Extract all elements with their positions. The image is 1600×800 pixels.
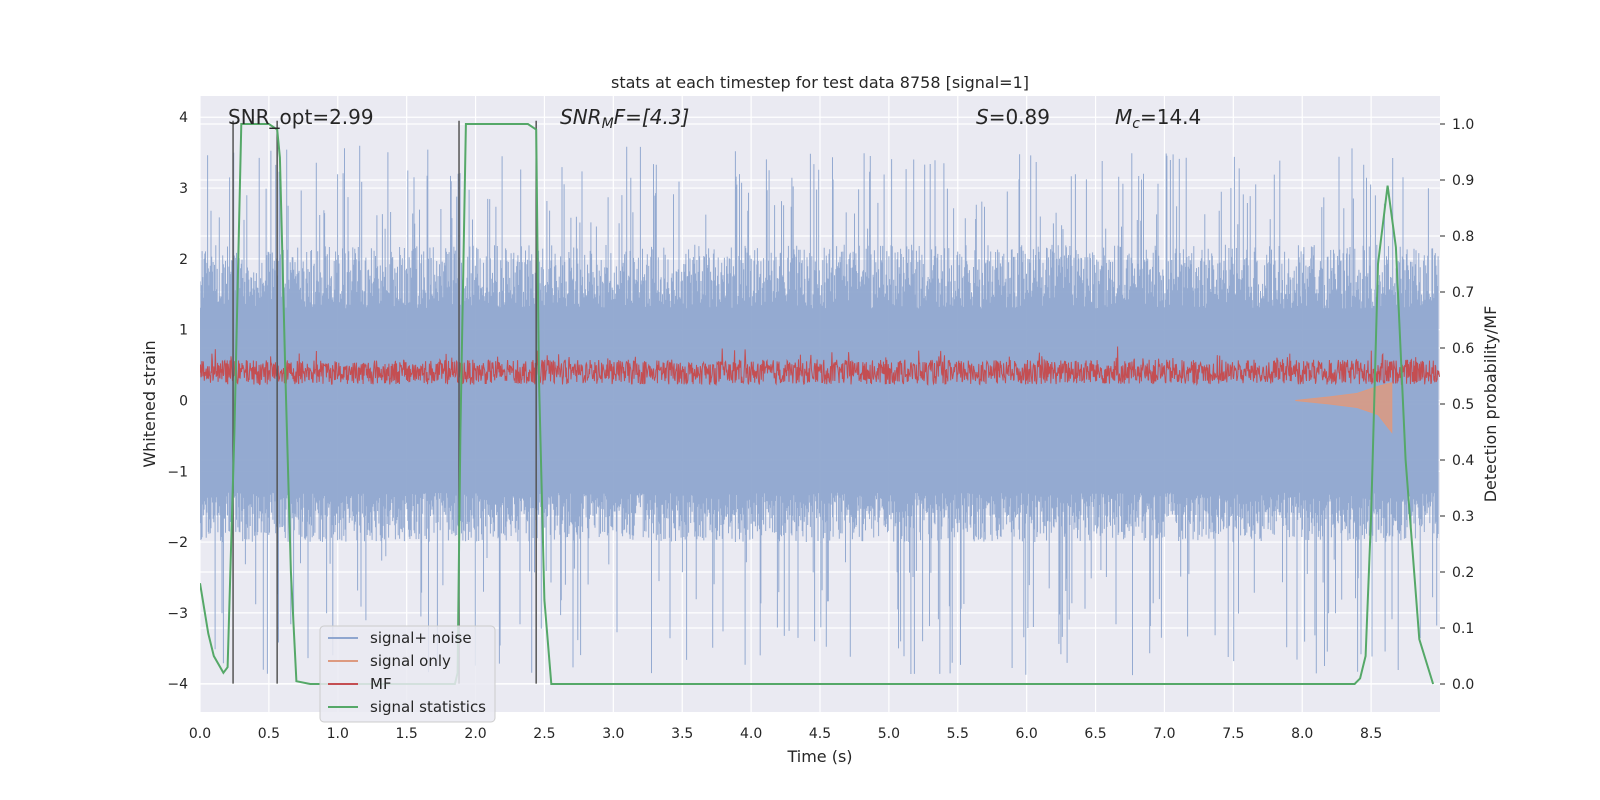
y-left-tick-label: 4 [179,110,188,126]
y-left-tick-label: −4 [167,677,188,693]
chart-title: stats at each timestep for test data 875… [611,73,1029,92]
y-axis-label-right: Detection probability/MF [1481,306,1500,503]
y-left-tick-label: 1 [179,323,188,339]
snr-mf-symbol: SNR [560,105,602,129]
s-value: =0.89 [989,105,1050,129]
x-tick-label: 8.5 [1360,726,1382,742]
legend-label-signal-statistics: signal statistics [370,698,486,716]
x-tick-label: 5.0 [878,726,900,742]
legend-label-signal-noise: signal+ noise [370,629,472,647]
legend-box [319,625,496,723]
annotation-mc: Mc=14.4 [1115,105,1201,132]
y-right-tick-label: 0.8 [1452,229,1474,245]
legend: signal+ noise signal only MF signal stat… [319,625,496,723]
y-right-tick-label: 1.0 [1452,117,1474,133]
x-tick-label: 7.5 [1222,726,1244,742]
y-right-tick-label: 0.9 [1452,173,1474,189]
y-left-tick-label: −1 [167,464,188,480]
mc-value: =14.4 [1140,105,1201,129]
snr-mf-subscript: M [602,116,614,132]
y-right-tick-label: 0.7 [1452,285,1474,301]
x-tick-label: 6.5 [1084,726,1106,742]
s-symbol: S [976,105,989,129]
x-tick-label: 6.0 [1016,726,1038,742]
signal-only-series [1295,382,1393,434]
mc-subscript: c [1132,116,1140,132]
y-right-tick-label: 0.5 [1452,397,1474,413]
x-tick-label: 2.0 [464,726,486,742]
annotation-snr-mf: SNRMF=[4.3] [560,105,689,132]
legend-label-signal-only: signal only [370,652,451,670]
x-tick-label: 8.0 [1291,726,1313,742]
y-right-tick-label: 0.4 [1452,453,1474,469]
y-right-tick-label: 0.1 [1452,621,1474,637]
y-right-tick-label: 0.6 [1452,341,1474,357]
y-left-tick-label: 3 [179,181,188,197]
x-axis-label: Time (s) [786,747,852,766]
x-tick-label: 3.5 [671,726,693,742]
y-right-tick-label: 0.3 [1452,509,1474,525]
annotation-s: S=0.89 [976,105,1050,129]
y-left-tick-label: −2 [167,535,188,551]
y-right-tick-labels: 1.0 0.9 0.8 0.7 0.6 0.5 0.4 0.3 0.2 0.1 0.0 [1440,117,1474,693]
x-tick-label: 4.0 [740,726,762,742]
signal-statistics-series [200,123,1435,685]
x-tick-label: 0.5 [258,726,280,742]
annotation-snr-opt: SNR_opt=2.99 [228,105,374,129]
legend-label-mf: MF [370,675,392,693]
y-left-tick-label: 2 [179,252,188,268]
y-left-tick-label: 0 [179,393,188,409]
x-tick-labels: 0.0 0.5 1.0 1.5 2.0 2.5 3.0 3.5 4.0 4.5 5.0 5.5 6.0 6… [189,726,1382,742]
y-left-tick-label: −3 [167,606,188,622]
y-right-tick-label: 0.0 [1452,677,1474,693]
y-right-tick-label: 0.2 [1452,565,1474,581]
snr-mf-value: F=[4.3] [614,105,690,129]
x-tick-label: 0.0 [189,726,211,742]
x-tick-label: 4.5 [809,726,831,742]
y-axis-label-left: Whitened strain [140,340,159,467]
x-tick-label: 1.0 [327,726,349,742]
x-tick-label: 1.5 [396,726,418,742]
x-tick-label: 7.0 [1153,726,1175,742]
x-tick-label: 3.0 [602,726,624,742]
x-tick-label: 5.5 [947,726,969,742]
x-tick-label: 2.5 [533,726,555,742]
y-left-tick-labels: 4 3 2 1 0 −1 −2 −3 −4 [167,110,188,692]
mf-series [200,346,1440,386]
mc-symbol: M [1115,105,1132,129]
